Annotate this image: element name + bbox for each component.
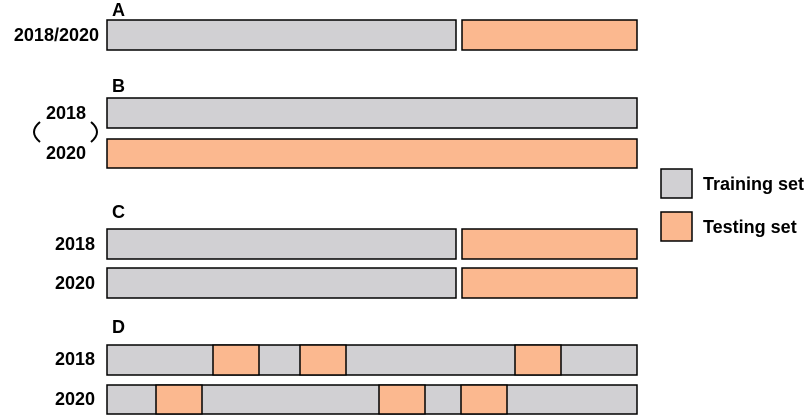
testing-segment	[212, 344, 260, 376]
training-segment	[106, 97, 638, 129]
row-label: 2020	[55, 273, 95, 293]
brace-right	[90, 121, 98, 143]
row-label: 2020	[55, 389, 95, 409]
testing-segment	[460, 384, 508, 415]
legend-swatch	[660, 168, 693, 199]
brace-left	[33, 121, 41, 143]
row-label: 2018	[46, 103, 86, 123]
panel-label: D	[112, 317, 125, 337]
training-segment	[106, 267, 457, 299]
legend-label: Testing set	[703, 217, 797, 237]
testing-segment	[106, 138, 638, 169]
legend-label: Training set	[703, 174, 804, 194]
panel-label: A	[112, 0, 125, 20]
testing-segment	[299, 344, 347, 376]
legend-swatch	[660, 211, 693, 242]
panel-label: C	[112, 202, 125, 222]
panel-label: B	[112, 76, 125, 96]
row-label: 2020	[46, 143, 86, 163]
testing-segment	[461, 19, 638, 51]
testing-segment	[378, 384, 426, 415]
testing-segment	[514, 344, 562, 376]
training-segment	[106, 19, 457, 51]
testing-segment	[461, 267, 638, 299]
row-label: 2018	[55, 349, 95, 369]
training-segment	[106, 228, 457, 260]
row-label: 2018	[55, 234, 95, 254]
row-label: 2018/2020	[14, 25, 99, 45]
testing-segment	[461, 228, 638, 260]
testing-segment	[155, 384, 203, 415]
